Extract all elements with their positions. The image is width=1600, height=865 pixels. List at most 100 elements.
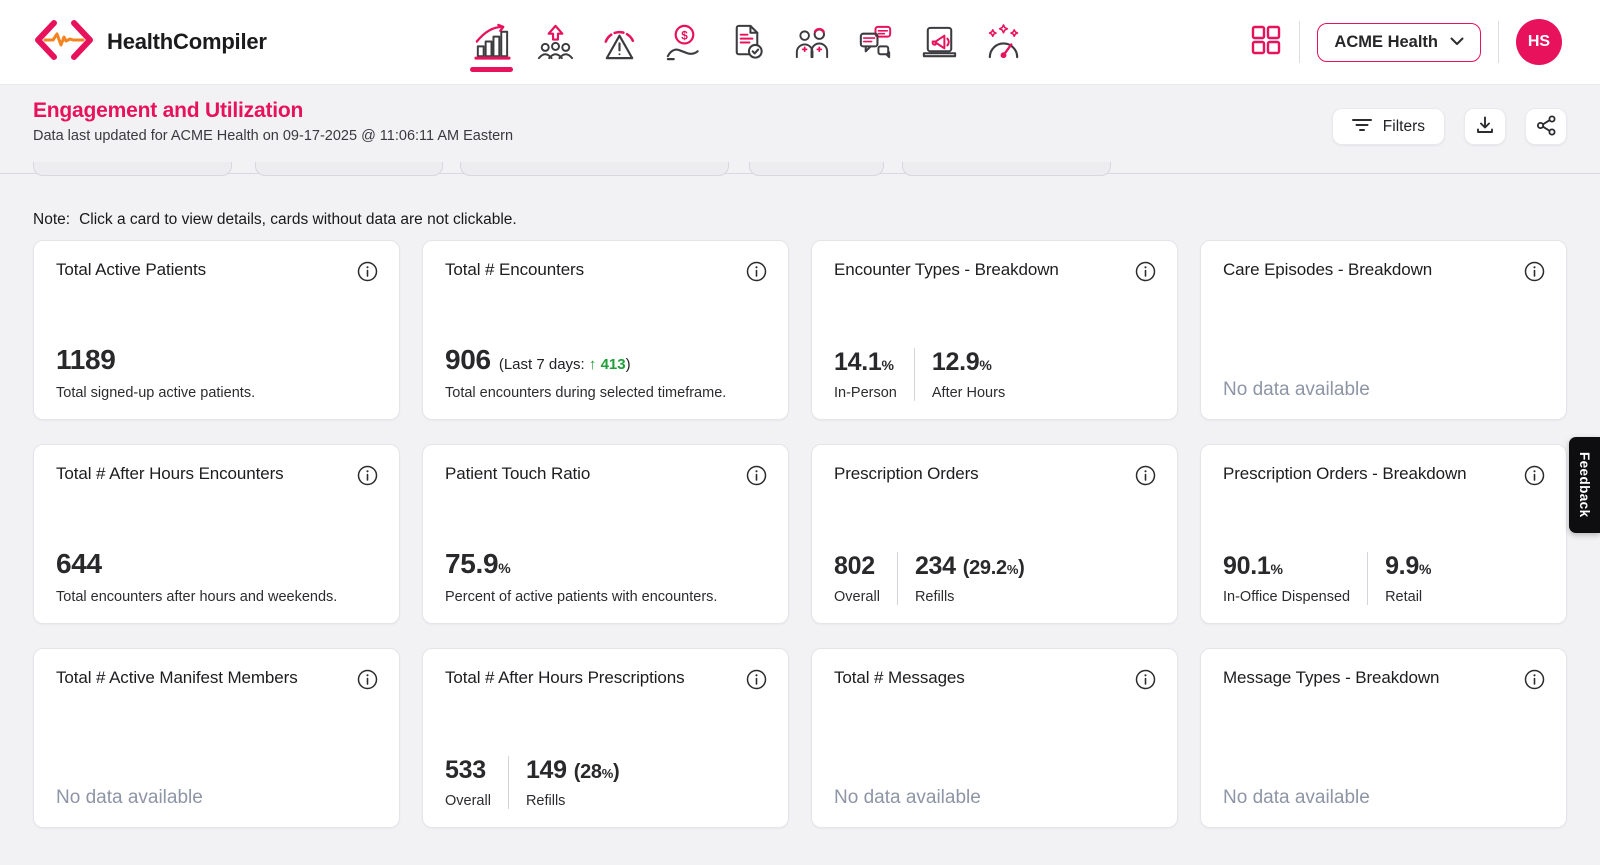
nav-population-growth[interactable] bbox=[534, 0, 577, 85]
scrolled-filter-chip[interactable] bbox=[33, 162, 232, 176]
info-icon[interactable] bbox=[357, 669, 378, 695]
stat-paren: (29.2%) bbox=[962, 557, 1025, 579]
info-icon[interactable] bbox=[746, 261, 767, 287]
percent-sign: % bbox=[1270, 561, 1283, 577]
feedback-tab[interactable]: Feedback bbox=[1569, 437, 1600, 533]
metric-card-grid: Total Active Patients 1189 Total signed-… bbox=[33, 240, 1567, 828]
svg-text:$: $ bbox=[681, 30, 688, 43]
top-bar: HealthCompiler bbox=[0, 0, 1600, 85]
analytics-trend-icon bbox=[470, 21, 513, 64]
card-care-episodes-breakdown: Care Episodes - Breakdown No data availa… bbox=[1200, 240, 1567, 420]
info-icon[interactable] bbox=[1524, 465, 1545, 491]
chevron-down-icon bbox=[1450, 33, 1464, 51]
nav-financial[interactable]: $ bbox=[662, 0, 705, 85]
no-data-message: No data available bbox=[56, 787, 203, 808]
card-title: Care Episodes - Breakdown bbox=[1223, 260, 1433, 279]
info-icon[interactable] bbox=[1524, 261, 1545, 287]
no-data-message: No data available bbox=[834, 787, 981, 808]
scrolled-filter-chip[interactable] bbox=[902, 162, 1111, 176]
org-selector-value: ACME Health bbox=[1334, 32, 1438, 51]
info-icon[interactable] bbox=[746, 465, 767, 491]
healthcompiler-logo-icon bbox=[33, 18, 95, 67]
nav-campaigns[interactable] bbox=[918, 0, 961, 85]
info-icon[interactable] bbox=[1524, 669, 1545, 695]
card-encounter-types-breakdown[interactable]: Encounter Types - Breakdown 14.1% In-Per… bbox=[811, 240, 1178, 420]
note-body: Click a card to view details, cards with… bbox=[79, 211, 517, 228]
stat-value: 533 bbox=[445, 756, 486, 784]
apps-grid-icon[interactable] bbox=[1250, 24, 1282, 61]
nav-claims-documents[interactable] bbox=[726, 0, 769, 85]
percent-sign: % bbox=[979, 357, 992, 373]
card-active-manifest-members: Total # Active Manifest Members No data … bbox=[33, 648, 400, 828]
no-data-message: No data available bbox=[1223, 379, 1370, 400]
nav-messages[interactable] bbox=[854, 0, 897, 85]
org-selector[interactable]: ACME Health bbox=[1317, 22, 1481, 62]
nav-engagement-utilization[interactable] bbox=[470, 0, 513, 85]
card-prescription-orders[interactable]: Prescription Orders 802 Overall 234 (29.2… bbox=[811, 444, 1178, 624]
note-prefix: Note: bbox=[33, 211, 71, 228]
stat-value: 802 bbox=[834, 552, 875, 580]
stat-group: 90.1% In-Office Dispensed bbox=[1223, 552, 1350, 605]
scrolled-filter-row bbox=[0, 162, 1600, 176]
stat-label: Retail bbox=[1385, 589, 1423, 605]
card-total-messages: Total # Messages No data available bbox=[811, 648, 1178, 828]
info-icon[interactable] bbox=[357, 465, 378, 491]
percent-sign: % bbox=[601, 766, 614, 781]
scrolled-filter-chip[interactable] bbox=[255, 162, 443, 176]
card-message-types-breakdown: Message Types - Breakdown No data availa… bbox=[1200, 648, 1567, 828]
card-patient-touch-ratio[interactable]: Patient Touch Ratio 75.9% Percent of act… bbox=[422, 444, 789, 624]
nav-risk-alerts[interactable] bbox=[598, 0, 641, 85]
nav-care-team[interactable] bbox=[790, 0, 833, 85]
nav-satisfaction[interactable] bbox=[982, 0, 1025, 85]
filters-button[interactable]: Filters bbox=[1331, 108, 1445, 145]
scrolled-filter-chip[interactable] bbox=[460, 162, 729, 176]
trend-annotation: (Last 7 days: ↑ 413) bbox=[498, 356, 631, 373]
metric-value-row: 906 (Last 7 days: ↑ 413) bbox=[445, 344, 767, 376]
percent-sign: % bbox=[1418, 561, 1432, 577]
metric-caption: Total encounters during selected timefra… bbox=[445, 385, 727, 401]
card-title: Prescription Orders - Breakdown bbox=[1223, 464, 1467, 483]
metric-caption: Total encounters after hours and weekend… bbox=[56, 589, 338, 605]
card-prescription-orders-breakdown[interactable]: Prescription Orders - Breakdown 90.1% In… bbox=[1200, 444, 1567, 624]
download-button[interactable] bbox=[1464, 108, 1506, 145]
info-icon[interactable] bbox=[746, 669, 767, 695]
percent-sign: % bbox=[1006, 562, 1019, 577]
dollar-hand-icon: $ bbox=[662, 21, 705, 64]
share-icon bbox=[1536, 115, 1557, 139]
card-after-hours-prescriptions[interactable]: Total # After Hours Prescriptions 533 Ov… bbox=[422, 648, 789, 828]
scrolled-filter-chip[interactable] bbox=[749, 162, 884, 176]
metric-caption: Total signed-up active patients. bbox=[56, 385, 256, 401]
stat-paren: (28%) bbox=[573, 761, 620, 783]
stat-value: 90.1 bbox=[1223, 552, 1271, 580]
card-total-active-patients[interactable]: Total Active Patients 1189 Total signed-… bbox=[33, 240, 400, 420]
divider bbox=[1498, 21, 1499, 63]
card-total-encounters[interactable]: Total # Encounters 906 (Last 7 days: ↑ 41… bbox=[422, 240, 789, 420]
document-check-icon bbox=[726, 21, 769, 64]
satisfaction-gauge-stars-icon bbox=[982, 21, 1025, 64]
share-button[interactable] bbox=[1525, 108, 1567, 145]
filters-button-label: Filters bbox=[1382, 117, 1425, 135]
filter-icon bbox=[1351, 118, 1372, 135]
user-avatar[interactable]: HS bbox=[1516, 19, 1562, 65]
stat-group: 234 (29.2%) Refills bbox=[896, 552, 1025, 605]
stat-value: 149 bbox=[525, 756, 567, 784]
no-data-message: No data available bbox=[1223, 787, 1370, 808]
trend-up-arrow-icon: ↑ bbox=[588, 356, 597, 373]
info-icon[interactable] bbox=[1135, 465, 1156, 491]
card-title: Encounter Types - Breakdown bbox=[834, 260, 1059, 279]
info-icon[interactable] bbox=[1135, 261, 1156, 287]
percent-sign: % bbox=[881, 357, 894, 373]
card-title: Total Active Patients bbox=[56, 260, 207, 279]
metric-value: 906 bbox=[445, 344, 491, 375]
stat-label: After Hours bbox=[931, 385, 1006, 401]
percent-sign: % bbox=[498, 560, 511, 576]
stat-label: Overall bbox=[834, 589, 880, 605]
stat-value: 9.9 bbox=[1385, 552, 1419, 580]
stat-label: Refills bbox=[525, 793, 566, 809]
stat-value: 14.1 bbox=[834, 348, 882, 376]
brand-logo[interactable]: HealthCompiler bbox=[33, 18, 267, 67]
card-after-hours-encounters[interactable]: Total # After Hours Encounters 644 Total… bbox=[33, 444, 400, 624]
info-icon[interactable] bbox=[357, 261, 378, 287]
header-actions: Filters bbox=[1331, 108, 1567, 145]
info-icon[interactable] bbox=[1135, 669, 1156, 695]
